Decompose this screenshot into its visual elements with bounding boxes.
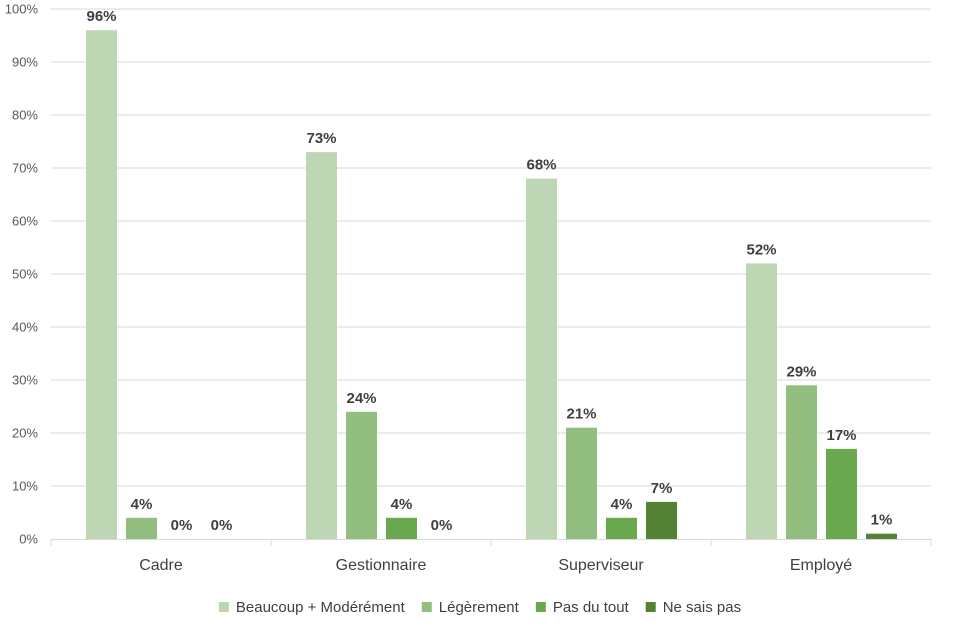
x-axis-category-labels: Cadre Gestionnaire Superviseur Employé: [139, 557, 852, 574]
bars: [86, 30, 897, 539]
data-label: 4%: [611, 496, 633, 513]
category-label: Superviseur: [558, 557, 644, 574]
y-tick-label: 10%: [12, 479, 38, 494]
bar: [86, 30, 117, 539]
legend-swatch: [535, 602, 546, 612]
legend-swatch: [421, 602, 432, 612]
bar: [866, 533, 897, 539]
y-axis-tick-labels: 0% 10% 20% 30% 40% 50% 60% 70% 80% 90% 100%: [5, 2, 39, 547]
data-label: 0%: [171, 517, 193, 534]
data-label: 17%: [826, 427, 856, 444]
legend-label: Ne sais pas: [663, 599, 741, 616]
y-tick-label: 30%: [12, 373, 38, 388]
bar: [566, 427, 597, 539]
legend-swatch: [218, 602, 229, 612]
legend-swatch: [645, 602, 656, 612]
bar: [126, 517, 157, 539]
data-label: 7%: [651, 480, 673, 497]
bar: [386, 517, 417, 539]
data-label: 4%: [391, 496, 413, 513]
bar: [306, 152, 337, 539]
category-label: Employé: [790, 557, 852, 574]
legend: Beaucoup + Modérément Légèrement Pas du to…: [218, 599, 741, 616]
bar: [606, 517, 637, 539]
bar: [526, 178, 557, 539]
y-tick-label: 0%: [19, 532, 38, 547]
legend-label: Beaucoup + Modérément: [236, 599, 406, 616]
legend-item: Pas du tout: [535, 599, 630, 616]
legend-label: Légèrement: [439, 599, 520, 616]
y-tick-label: 90%: [12, 55, 38, 70]
y-tick-label: 60%: [12, 214, 38, 229]
legend-item: Légèrement: [421, 599, 520, 616]
data-label: 0%: [211, 517, 233, 534]
category-label: Gestionnaire: [336, 557, 427, 574]
x-axis: [50, 539, 932, 546]
y-tick-label: 100%: [5, 2, 39, 17]
bar: [746, 263, 777, 539]
data-label: 68%: [526, 157, 556, 174]
legend-item: Ne sais pas: [645, 599, 741, 616]
data-label: 4%: [131, 496, 153, 513]
data-label: 52%: [746, 241, 776, 258]
y-tick-label: 50%: [12, 267, 38, 282]
data-label: 1%: [871, 512, 893, 529]
data-label: 24%: [346, 390, 376, 407]
data-label: 0%: [431, 517, 453, 534]
y-tick-label: 70%: [12, 161, 38, 176]
bar: [646, 501, 677, 539]
category-label: Cadre: [139, 557, 183, 574]
data-label: 21%: [566, 406, 596, 423]
y-tick-label: 40%: [12, 320, 38, 335]
bar: [786, 385, 817, 539]
y-tick-label: 80%: [12, 108, 38, 123]
bar: [346, 411, 377, 539]
data-label: 29%: [786, 363, 816, 380]
data-label: 73%: [306, 130, 336, 147]
grid-lines: [51, 8, 931, 487]
y-tick-label: 20%: [12, 426, 38, 441]
legend-item: Beaucoup + Modérément: [218, 599, 406, 616]
bar: [826, 448, 857, 539]
legend-label: Pas du tout: [553, 599, 630, 616]
data-label: 96%: [86, 8, 116, 25]
data-labels: 96% 73% 68% 52% 4% 24% 21% 29% 0% 4% 4% 17% 0% 0% 7% 1%: [86, 8, 892, 534]
